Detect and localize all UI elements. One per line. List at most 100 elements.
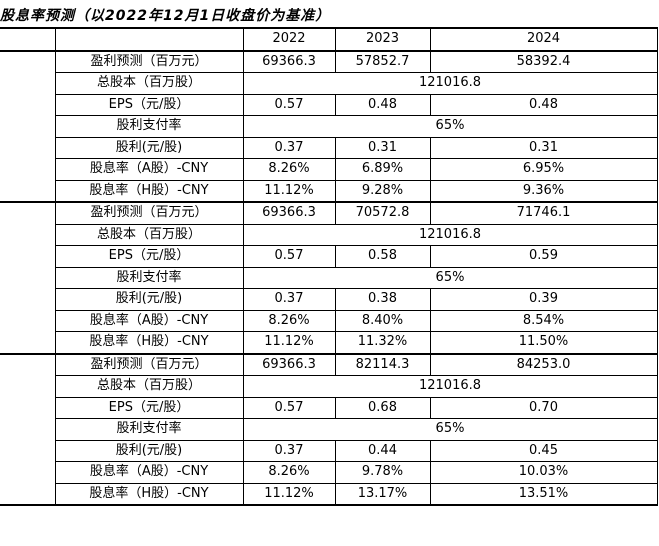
value-cell: 0.70	[429, 396, 658, 419]
table-row: EPS（元/股） 0.57 0.48 0.48	[0, 93, 658, 116]
table-row: 总股本（百万股） 121016.8	[0, 223, 658, 246]
table-row: 总股本（百万股） 121016.8	[0, 375, 658, 398]
row-label: 盈利预测（百万元）	[54, 201, 244, 225]
value-cell: 0.48	[334, 93, 431, 116]
value-cell: 9.36%	[429, 179, 658, 203]
value-cell: 13.51%	[429, 482, 658, 506]
table-row: 股利(元/股) 0.37 0.31 0.31	[0, 136, 658, 159]
merged-value: 65%	[242, 115, 658, 138]
value-cell: 0.68	[334, 396, 431, 419]
merged-value: 121016.8	[242, 375, 658, 398]
value-cell: 57852.7	[334, 49, 431, 73]
row-label: 股利支付率	[54, 418, 244, 441]
row-label: 盈利预测（百万元）	[54, 49, 244, 73]
row-label: 盈利预测（百万元）	[54, 352, 244, 376]
row-label: 总股本（百万股）	[54, 72, 244, 95]
value-cell: 0.57	[242, 245, 336, 268]
table-row: EPS（元/股） 0.57 0.58 0.59	[0, 245, 658, 268]
table-row: EPS（元/股） 0.57 0.68 0.70	[0, 396, 658, 419]
row-label: 股利(元/股)	[54, 439, 244, 462]
value-cell: 9.78%	[334, 461, 431, 484]
value-cell: 8.54%	[429, 309, 658, 332]
value-cell: 70572.8	[334, 201, 431, 225]
row-label: EPS（元/股）	[54, 245, 244, 268]
table-row: 股利支付率 65%	[0, 115, 658, 138]
year-header: 2023	[334, 27, 431, 51]
table-row: 股息率（A股）-CNY 8.26% 8.40% 8.54%	[0, 309, 658, 332]
value-cell: 0.37	[242, 439, 336, 462]
value-cell: 0.39	[429, 288, 658, 311]
value-cell: 84253.0	[429, 352, 658, 376]
value-cell: 71746.1	[429, 201, 658, 225]
value-cell: 0.57	[242, 396, 336, 419]
value-cell: 8.26%	[242, 158, 336, 181]
blank-cell	[0, 27, 56, 51]
value-cell: 0.37	[242, 288, 336, 311]
value-cell: 69366.3	[242, 201, 336, 225]
value-cell: 8.26%	[242, 309, 336, 332]
row-label: 股利支付率	[54, 266, 244, 289]
row-label: 股利(元/股)	[54, 288, 244, 311]
merged-value: 65%	[242, 266, 658, 289]
row-label: EPS（元/股）	[54, 93, 244, 116]
row-label: 总股本（百万股）	[54, 223, 244, 246]
value-cell: 0.59	[429, 245, 658, 268]
value-cell: 0.58	[334, 245, 431, 268]
scenario-cell	[0, 49, 56, 203]
year-header: 2022	[242, 27, 336, 51]
value-cell: 0.44	[334, 439, 431, 462]
value-cell: 82114.3	[334, 352, 431, 376]
row-label: 股息率（A股）-CNY	[54, 461, 244, 484]
scenario-cell	[0, 201, 56, 354]
value-cell: 8.40%	[334, 309, 431, 332]
merged-value: 121016.8	[242, 72, 658, 95]
value-cell: 8.26%	[242, 461, 336, 484]
table-row: 盈利预测（百万元） 69366.3 70572.8 71746.1	[0, 201, 658, 354]
row-label: 股息率（H股）-CNY	[54, 179, 244, 203]
table-row: 股息率（A股）-CNY 8.26% 6.89% 6.95%	[0, 158, 658, 181]
table-row: 股利支付率 65%	[0, 418, 658, 441]
row-label: 股息率（A股）-CNY	[54, 158, 244, 181]
merged-value: 121016.8	[242, 223, 658, 246]
row-label: 股息率（A股）-CNY	[54, 309, 244, 332]
blank-cell	[54, 27, 244, 51]
row-label: 股利支付率	[54, 115, 244, 138]
table-row: 股息率（A股）-CNY 8.26% 9.78% 10.03%	[0, 461, 658, 484]
table-row: 股息率（H股）-CNY 11.12% 9.28% 9.36%	[0, 179, 658, 203]
value-cell: 0.37	[242, 136, 336, 159]
row-label: 股息率（H股）-CNY	[54, 331, 244, 354]
table-row: 股息率（H股）-CNY 11.12% 11.32% 11.50%	[0, 331, 658, 354]
row-label: 股利(元/股)	[54, 136, 244, 159]
value-cell: 10.03%	[429, 461, 658, 484]
value-cell: 11.12%	[242, 482, 336, 506]
value-cell: 6.95%	[429, 158, 658, 181]
dividend-yield-table: 2022 2023 2024 盈利预测（百万元） 69366.3 57852.7 58…	[0, 27, 658, 506]
scenario-cell	[0, 352, 56, 506]
value-cell: 58392.4	[429, 49, 658, 73]
merged-value: 65%	[242, 418, 658, 441]
value-cell: 11.50%	[429, 331, 658, 354]
value-cell: 0.38	[334, 288, 431, 311]
header-row: 2022 2023 2024	[0, 27, 658, 51]
table-row: 盈利预测（百万元） 69366.3 57852.7 58392.4	[0, 49, 658, 203]
table-row: 股利支付率 65%	[0, 266, 658, 289]
value-cell: 0.57	[242, 93, 336, 116]
table-row: 股利(元/股) 0.37 0.44 0.45	[0, 439, 658, 462]
value-cell: 69366.3	[242, 352, 336, 376]
value-cell: 11.12%	[242, 179, 336, 203]
row-label: EPS（元/股）	[54, 396, 244, 419]
value-cell: 0.48	[429, 93, 658, 116]
row-label: 总股本（百万股）	[54, 375, 244, 398]
value-cell: 0.31	[334, 136, 431, 159]
table-title: 股息率预测（以2022年12月1日收盘价为基准）	[0, 8, 331, 24]
table-row: 盈利预测（百万元） 69366.3 82114.3 84253.0	[0, 352, 658, 506]
year-header: 2024	[429, 27, 658, 51]
value-cell: 9.28%	[334, 179, 431, 203]
value-cell: 11.32%	[334, 331, 431, 354]
value-cell: 0.45	[429, 439, 658, 462]
table-row: 股息率（H股）-CNY 11.12% 13.17% 13.51%	[0, 482, 658, 506]
row-label: 股息率（H股）-CNY	[54, 482, 244, 506]
table-row: 股利(元/股) 0.37 0.38 0.39	[0, 288, 658, 311]
value-cell: 0.31	[429, 136, 658, 159]
value-cell: 6.89%	[334, 158, 431, 181]
